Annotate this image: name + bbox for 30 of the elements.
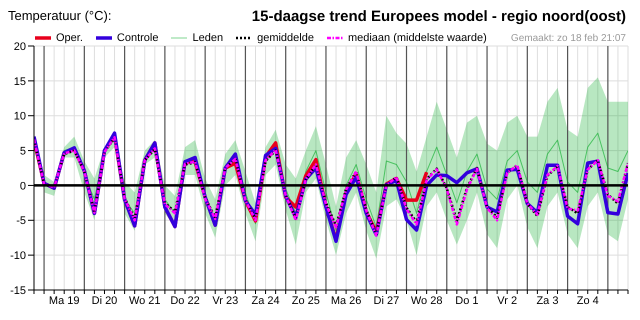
legend-label: Controle bbox=[116, 32, 158, 44]
x-tick-label: Wo 28 bbox=[410, 294, 442, 307]
legend-label: Oper. bbox=[55, 32, 83, 44]
x-tick-label: Vr 23 bbox=[212, 294, 238, 307]
x-tick-label: Zo 25 bbox=[292, 294, 320, 307]
x-tick-label: Ma 26 bbox=[330, 294, 362, 307]
y-tick-label: -10 bbox=[10, 250, 26, 262]
y-tick-label: 20 bbox=[14, 40, 26, 53]
x-tick-label: Vr 2 bbox=[497, 294, 518, 307]
y-axis-title: Temperatuur (°C): bbox=[8, 8, 112, 23]
x-tick-label: Za 3 bbox=[536, 294, 558, 307]
y-tick-label: 0 bbox=[20, 180, 26, 192]
x-tick-label: Zo 4 bbox=[576, 294, 599, 307]
x-tick-label: Za 24 bbox=[251, 294, 280, 307]
legend-label: Leden bbox=[191, 32, 224, 44]
y-tick-label: -15 bbox=[10, 284, 26, 297]
text: Gemaakt: zo 18 feb 21:07 bbox=[510, 33, 626, 44]
y-tick-label: 10 bbox=[14, 110, 26, 123]
y-tick-label: 15 bbox=[14, 76, 26, 88]
x-tick-label: Do 22 bbox=[170, 294, 200, 307]
x-tick-label: Di 27 bbox=[374, 294, 400, 307]
y-tick-label: 5 bbox=[20, 145, 26, 158]
chart-title: 15-daagse trend Europees model - regio noord(oost) bbox=[252, 8, 626, 25]
x-tick-label: Ma 19 bbox=[48, 294, 80, 307]
legend-label: mediaan (middelste waarde) bbox=[346, 32, 487, 44]
y-tick-label: -5 bbox=[16, 215, 26, 228]
x-tick-label: Di 20 bbox=[92, 294, 118, 307]
legend-label: gemiddelde bbox=[256, 32, 314, 44]
x-tick-label: Wo 21 bbox=[128, 294, 161, 307]
x-tick-label: Do 1 bbox=[455, 294, 479, 307]
